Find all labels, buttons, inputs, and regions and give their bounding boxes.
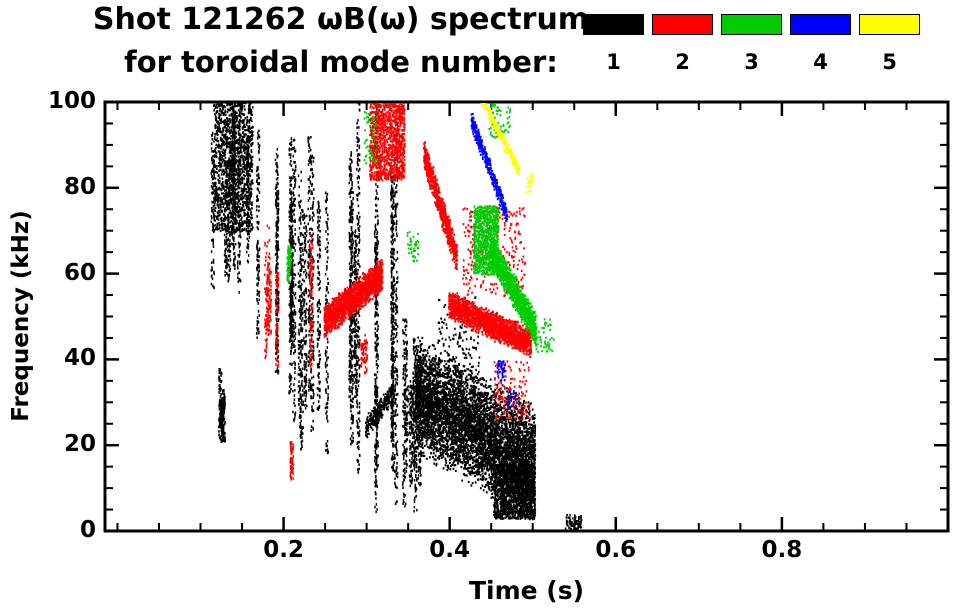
legend-numbers: 1 2 3 4 5: [583, 50, 920, 74]
legend-swatch-3: [721, 14, 782, 35]
legend-swatch-1: [583, 14, 644, 35]
legend-swatches: [583, 14, 920, 35]
legend-number: 5: [882, 50, 897, 74]
legend-swatch-2: [652, 14, 713, 35]
y-axis-title: Frequency (kHz): [8, 210, 34, 422]
legend-number: 2: [675, 50, 690, 74]
x-axis-title: Time (s): [468, 576, 585, 605]
legend-swatch-5: [859, 14, 920, 35]
legend-number: 3: [744, 50, 759, 74]
legend-number: 1: [606, 50, 621, 74]
legend-swatch-4: [790, 14, 851, 35]
chart-subtitle: for toroidal mode number:: [124, 45, 558, 79]
legend-number: 4: [813, 50, 828, 74]
chart-title: Shot 121262 ωB(ω) spectrum: [92, 2, 590, 37]
